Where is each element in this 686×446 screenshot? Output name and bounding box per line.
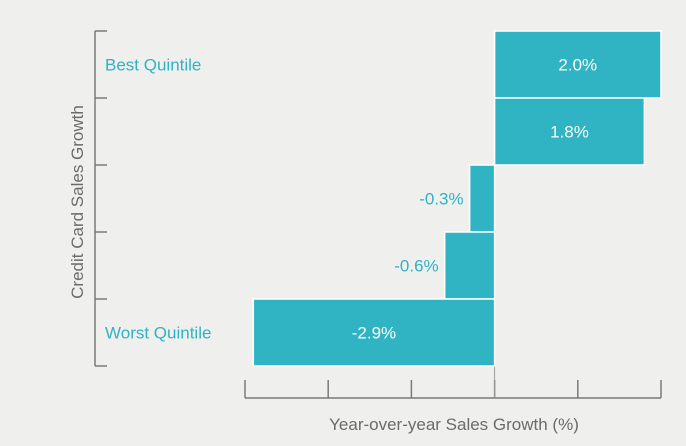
bar bbox=[252, 298, 496, 367]
bar-value-label: -2.9% bbox=[352, 324, 396, 343]
bar-value-label: 2.0% bbox=[558, 56, 597, 75]
bar-value-label: 1.8% bbox=[550, 123, 589, 142]
bar-value-label: -0.3% bbox=[419, 190, 463, 209]
bars bbox=[252, 30, 662, 367]
data-labels: 2.0% 1.8% -0.3% -0.6% -2.9% Best Quintile Wors… bbox=[105, 56, 597, 343]
category-label: Worst Quintile bbox=[105, 324, 211, 343]
x-axis-title: Year-over-year Sales Growth (%) bbox=[329, 415, 579, 434]
bar bbox=[443, 231, 496, 300]
bar bbox=[493, 97, 646, 166]
category-label: Best Quintile bbox=[105, 56, 201, 75]
bar bbox=[468, 164, 496, 233]
bar-value-label: -0.6% bbox=[394, 257, 438, 276]
y-axis-title: Credit Card Sales Growth bbox=[68, 105, 87, 299]
bar bbox=[493, 30, 662, 99]
